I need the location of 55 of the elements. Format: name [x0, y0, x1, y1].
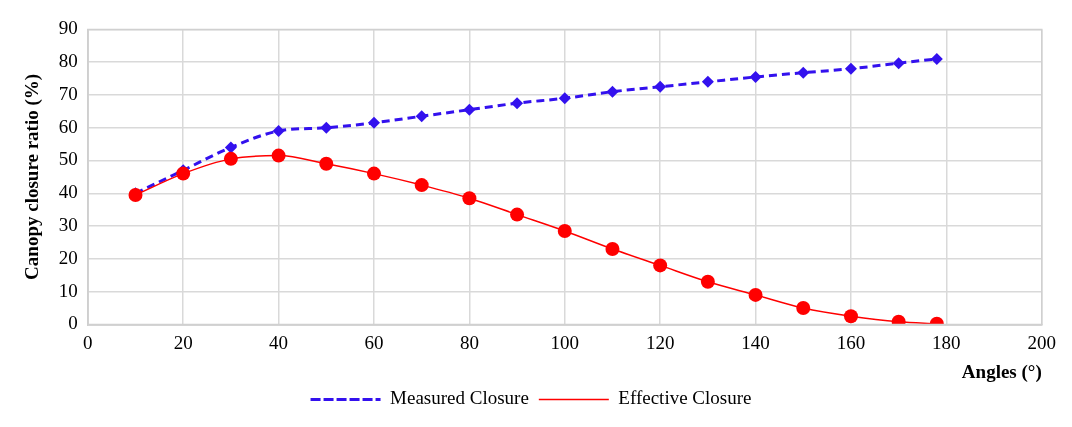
x-tick-label: 80 [459, 331, 479, 353]
point [510, 207, 525, 222]
point [844, 62, 857, 75]
y-tick-label: 70 [58, 82, 78, 104]
x-tick-label: 180 [932, 331, 961, 353]
point [654, 80, 667, 93]
point [557, 223, 572, 238]
point [511, 97, 524, 110]
y-axis-title: Canopy closure ratio (%) [21, 73, 44, 280]
y-tick-label: 90 [58, 17, 78, 39]
x-tick-label: 60 [364, 331, 384, 353]
y-tick-label: 0 [68, 312, 78, 334]
y-tick-label: 80 [58, 50, 78, 72]
point [700, 274, 715, 289]
point [271, 148, 286, 163]
y-tick-label: 30 [58, 214, 78, 236]
point [319, 156, 334, 171]
y-tick-label: 60 [58, 115, 78, 137]
point [558, 92, 571, 105]
point [930, 52, 943, 65]
x-tick-label: 20 [173, 331, 193, 353]
point [415, 110, 428, 123]
x-tick-label: 40 [269, 331, 289, 353]
point [796, 301, 811, 316]
point [366, 166, 381, 181]
point [414, 178, 429, 193]
point [606, 85, 619, 98]
point [272, 125, 285, 138]
point [367, 116, 380, 129]
point [605, 242, 620, 257]
y-tick-label: 50 [58, 148, 78, 170]
point [653, 258, 668, 273]
x-tick-label: 140 [741, 331, 770, 353]
point [462, 191, 477, 206]
x-tick-label: 160 [836, 331, 866, 353]
point [748, 287, 763, 302]
legend-label: Measured Closure [390, 387, 529, 409]
point [701, 75, 714, 88]
point [223, 151, 238, 166]
y-tick-label: 20 [58, 246, 78, 268]
x-tick-label: 0 [83, 331, 93, 353]
point [797, 66, 810, 79]
point [843, 309, 858, 324]
x-axis-title: Angles (°) [961, 360, 1042, 383]
point [320, 121, 333, 134]
y-tick-label: 10 [58, 279, 78, 301]
y-tick-label: 40 [58, 181, 78, 203]
x-tick-label: 100 [550, 331, 580, 353]
legend-label: Effective Closure [618, 387, 752, 409]
point [749, 70, 762, 83]
x-tick-label: 200 [1027, 331, 1056, 353]
x-tick-label: 120 [645, 331, 675, 353]
point [463, 103, 476, 116]
point [892, 57, 905, 70]
point [176, 166, 191, 181]
